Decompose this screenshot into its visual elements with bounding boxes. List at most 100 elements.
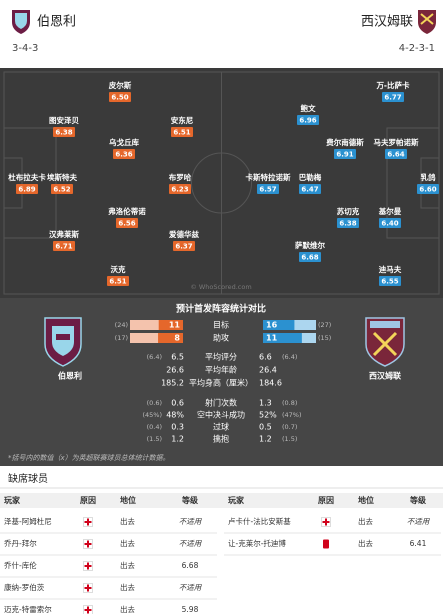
player-rating: 6.38	[55, 129, 72, 137]
player[interactable]: 乔什-库伦	[4, 560, 37, 570]
rating-badge	[109, 92, 131, 102]
player-name[interactable]: 乌戈丘库	[109, 137, 139, 147]
away-crest-large	[365, 317, 405, 367]
injury-icon	[84, 606, 92, 614]
away-value: 6.6	[259, 353, 272, 362]
rating-badge	[116, 218, 138, 228]
player-name[interactable]: 费尔南德斯	[326, 137, 364, 147]
away-crest	[418, 10, 436, 34]
player-rating: 6.57	[259, 186, 276, 194]
rating: 不适用	[179, 583, 203, 592]
footnote: *括号内的数值（x）为英超联赛球员总体统计数据。	[8, 454, 170, 462]
home-label: 伯恩利	[58, 371, 82, 381]
player-name[interactable]: 汉弗莱斯	[49, 229, 79, 239]
home-value: 1.2	[171, 435, 184, 444]
player-rating: 6.37	[175, 243, 192, 251]
stat-label: 目标	[213, 320, 229, 330]
away-name[interactable]: 西汉姆联	[361, 15, 413, 30]
league-value: (0.8)	[282, 399, 297, 407]
stat-label: 平均身高（厘米）	[189, 378, 253, 388]
league-value: (0.6)	[147, 399, 162, 407]
home-formation: 3-4-3	[12, 43, 38, 54]
rating-badge	[417, 184, 439, 194]
away-value: 26.4	[259, 366, 277, 375]
column-header: 玩家	[4, 495, 21, 505]
status: 出去	[120, 538, 135, 548]
player-name[interactable]: 巴勒梅	[299, 172, 322, 182]
player-name[interactable]: 安东尼	[171, 115, 194, 125]
player-rating: 6.50	[111, 94, 128, 102]
player-rating: 6.40	[381, 220, 398, 228]
status: 出去	[358, 538, 373, 548]
league-value: (6.4)	[147, 353, 162, 361]
column-header: 原因	[318, 496, 334, 505]
player[interactable]: 康纳-罗伯茨	[4, 582, 45, 592]
bar-fill	[263, 333, 302, 343]
player-rating: 6.77	[384, 94, 401, 102]
league-value: (45%)	[142, 411, 162, 419]
bar-track	[130, 320, 183, 330]
stat-label: 助攻	[213, 333, 229, 343]
column-header: 地位	[358, 495, 374, 505]
rating-badge	[113, 149, 135, 159]
rating: 不适用	[179, 539, 203, 548]
player-name[interactable]: 弗洛伦蒂诺	[108, 206, 146, 216]
player-rating: 6.52	[53, 186, 70, 194]
player-rating: 6.91	[336, 151, 353, 159]
player-name[interactable]: 沃克	[111, 264, 126, 274]
player[interactable]: 卢卡什-法比安斯基	[228, 516, 291, 526]
header-bg	[0, 0, 443, 68]
rating-badge	[379, 276, 401, 286]
player-name[interactable]: 迪马夫	[379, 264, 402, 274]
rating: 5.98	[182, 605, 199, 614]
player-name[interactable]: 布罗哈	[169, 172, 192, 182]
player-rating: 6.89	[18, 186, 35, 194]
bar-value: 11	[169, 321, 181, 330]
rating-badge	[257, 184, 279, 194]
player-name[interactable]: 杜布拉夫卡	[8, 172, 46, 182]
rating: 不适用	[179, 517, 203, 526]
away-value: 52%	[259, 411, 277, 420]
stat-label: 射门次数	[205, 398, 237, 408]
watermark: © WhoScored.com	[190, 283, 251, 291]
column-header: 玩家	[228, 495, 245, 505]
status: 出去	[120, 560, 135, 570]
column-header: 地位	[120, 495, 136, 505]
player-name[interactable]: 爱德华兹	[169, 229, 199, 239]
league-value: (27)	[318, 321, 331, 329]
player-name[interactable]: 乳鸽	[421, 172, 436, 182]
away-value: 1.2	[259, 435, 272, 444]
player-name[interactable]: 马夫罗帕诺斯	[374, 137, 419, 147]
away-value: 184.6	[259, 379, 282, 388]
league-value: (47%)	[282, 411, 302, 419]
rating-badge	[16, 184, 38, 194]
player-name[interactable]: 图安泽贝	[49, 115, 79, 125]
player-rating: 6.36	[115, 151, 132, 159]
home-name[interactable]: 伯恩利	[37, 15, 76, 30]
player[interactable]: 乔丹-拜尔	[4, 538, 37, 548]
rating: 不适用	[407, 517, 431, 526]
player[interactable]: 让-克莱尔-托迪博	[228, 538, 286, 548]
player-name[interactable]: 埃斯特夫	[47, 172, 77, 182]
rating-badge	[297, 115, 319, 125]
home-value: 0.3	[171, 423, 184, 432]
player-name[interactable]: 万-比萨卡	[375, 80, 410, 90]
player-name[interactable]: 卡斯特拉诺斯	[246, 172, 291, 182]
bar-value: 8	[174, 334, 180, 343]
player-rating: 6.71	[55, 243, 72, 251]
player[interactable]: 泽基-阿姆杜尼	[4, 516, 52, 526]
player-rating: 6.96	[299, 117, 316, 125]
injury-icon	[84, 518, 92, 526]
player-rating: 6.64	[387, 151, 404, 159]
player-name[interactable]: 基尔曼	[378, 206, 402, 216]
player-rating: 6.55	[381, 278, 398, 286]
player-name[interactable]: 鲍文	[301, 103, 316, 113]
player-name[interactable]: 苏切克	[337, 206, 360, 216]
player-name[interactable]: 皮尔斯	[108, 80, 132, 90]
injury-icon	[84, 562, 92, 570]
player-name[interactable]: 萨默维尔	[295, 240, 325, 250]
player[interactable]: 迈克-特雷索尔	[4, 604, 52, 614]
rating-badge	[173, 241, 195, 251]
rating-badge	[169, 184, 191, 194]
